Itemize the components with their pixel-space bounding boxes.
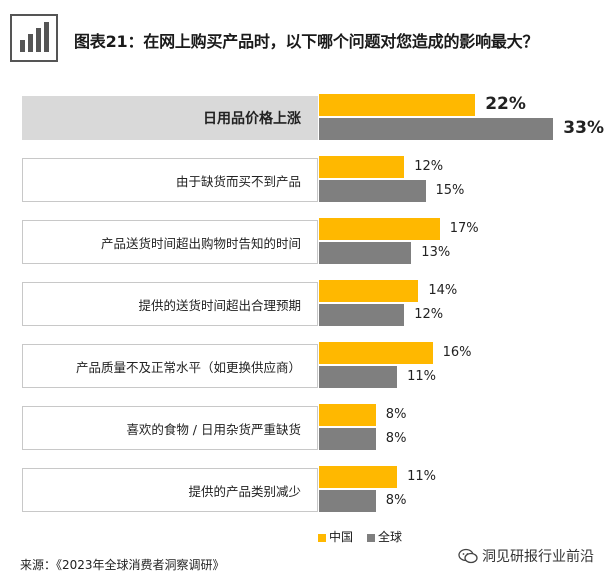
bar-china xyxy=(319,342,433,364)
value-label-china: 8% xyxy=(385,407,407,422)
value-label-china: 17% xyxy=(449,221,479,236)
value-label-global: 8% xyxy=(385,431,407,446)
legend-label: 中国 xyxy=(329,530,354,544)
bar-global xyxy=(319,118,554,140)
category-label: 提供的送货时间超出合理预期 xyxy=(22,282,318,326)
bar-china xyxy=(319,156,405,178)
bar-global xyxy=(319,428,376,450)
value-label-global: 8% xyxy=(385,493,407,508)
chart-title: 图表21：在网上购买产品时，以下哪个问题对您造成的影响最大？ xyxy=(74,32,539,51)
bar-global xyxy=(319,366,398,388)
legend-swatch xyxy=(318,533,326,542)
value-label-global: 12% xyxy=(414,307,444,322)
category-label: 日用品价格上涨 xyxy=(22,96,318,140)
value-label-china: 12% xyxy=(414,159,444,174)
category-label: 产品质量不及正常水平（如更换供应商） xyxy=(22,344,318,388)
bar-china xyxy=(319,280,419,302)
category-label: 喜欢的食物 / 日用杂货严重缺货 xyxy=(22,406,318,450)
bar-chart-icon xyxy=(10,14,58,62)
value-label-china: 14% xyxy=(428,283,458,298)
watermark: 洞见研报行业前沿 xyxy=(458,546,594,566)
category-label: 产品送货时间超出购物时告知的时间 xyxy=(22,220,318,264)
value-label-china: 11% xyxy=(407,469,436,484)
bar-china xyxy=(319,218,440,240)
value-label-global: 33% xyxy=(563,118,604,138)
bar-china xyxy=(319,94,476,116)
bar-global xyxy=(319,490,376,512)
value-label-china: 16% xyxy=(442,345,472,360)
category-label: 由于缺货而买不到产品 xyxy=(22,158,318,202)
value-label-china: 22% xyxy=(485,94,526,114)
bar-global xyxy=(319,242,412,264)
bar-china xyxy=(319,404,376,426)
source-note: 来源：《2023年全球消费者洞察调研》 xyxy=(20,558,225,572)
bar-global xyxy=(319,180,426,202)
legend-label: 全球 xyxy=(378,530,403,544)
bar-global xyxy=(319,304,405,326)
wechat-icon xyxy=(458,548,478,564)
bar-china xyxy=(319,466,398,488)
chart-legend: 中国 全球 xyxy=(318,528,402,545)
value-label-global: 13% xyxy=(421,245,451,260)
chart-header: 图表21：在网上购买产品时，以下哪个问题对您造成的影响最大？ xyxy=(0,0,614,78)
watermark-text: 洞见研报行业前沿 xyxy=(482,549,594,565)
legend-item: 中国 xyxy=(318,528,353,545)
legend-swatch xyxy=(367,533,376,542)
value-label-global: 11% xyxy=(407,369,436,384)
category-label: 提供的产品类别减少 xyxy=(22,468,318,512)
legend-item: 全球 xyxy=(367,528,402,545)
value-label-global: 15% xyxy=(435,183,465,198)
